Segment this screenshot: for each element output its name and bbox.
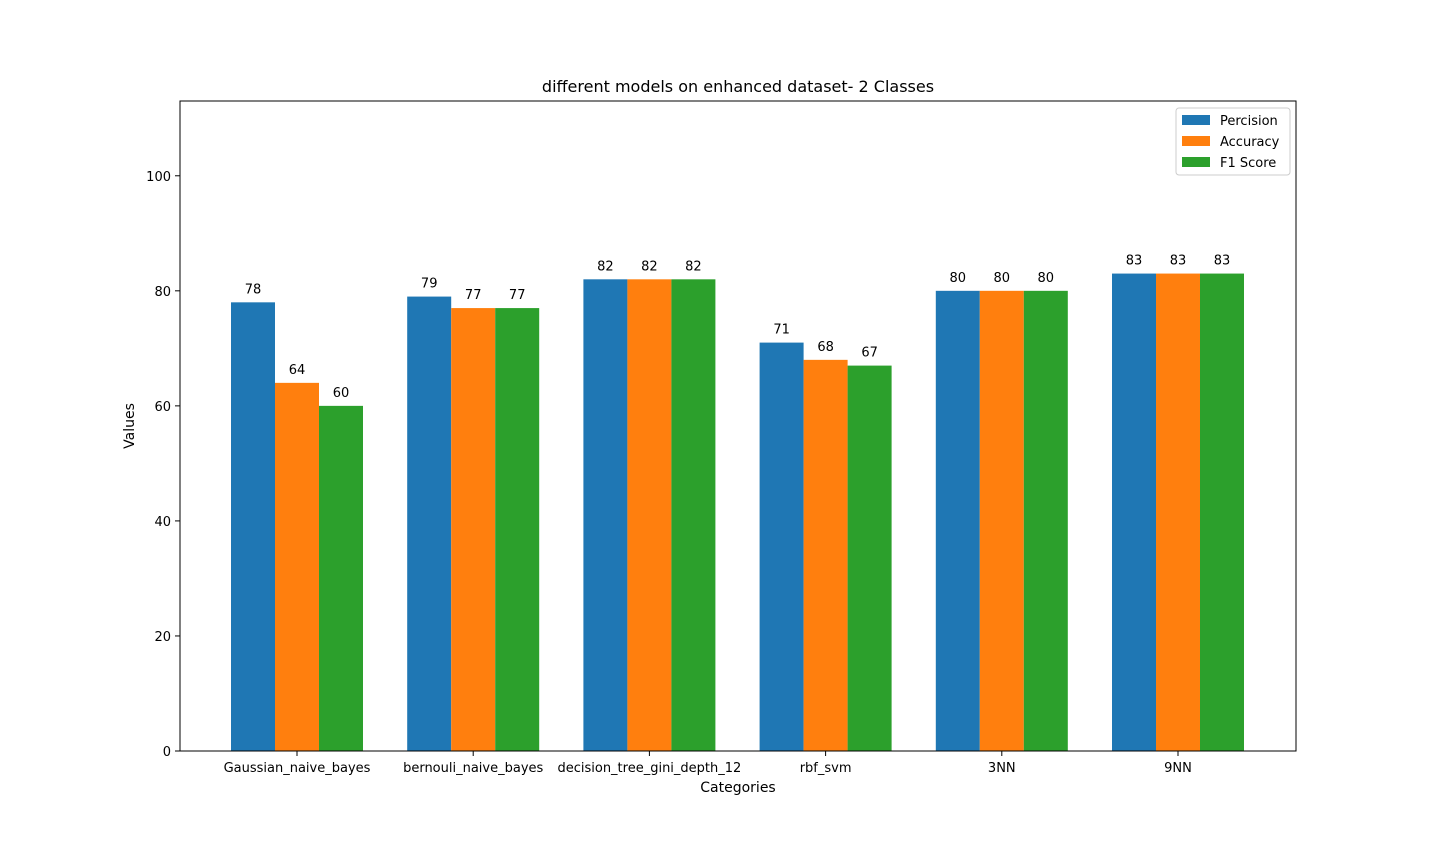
bar-accuracy-1 (451, 308, 496, 751)
data-label: 79 (421, 277, 438, 292)
x-tick-label: decision_tree_gini_depth_12 (557, 761, 741, 776)
bar-accuracy-0 (275, 382, 319, 751)
x-tick-label: bernouli_naive_bayes (403, 761, 543, 776)
data-label: 78 (245, 282, 262, 297)
data-label: 64 (289, 363, 306, 378)
bar-percision-1 (407, 296, 452, 751)
y-tick-label: 20 (154, 630, 171, 645)
x-axis: Gaussian_naive_bayes bernouli_naive_bayes… (224, 751, 1192, 776)
x-tick-label: 3NN (988, 761, 1016, 776)
data-label: 82 (685, 259, 702, 274)
data-label: 82 (641, 259, 658, 274)
x-tick-label: rbf_svm (800, 761, 852, 776)
data-label: 77 (509, 288, 526, 303)
y-tick-label: 80 (154, 285, 171, 300)
data-label: 80 (950, 271, 967, 286)
bar-percision-5 (1112, 273, 1156, 751)
legend-swatch (1182, 157, 1210, 167)
bar-accuracy-4 (979, 290, 1024, 751)
y-tick-label: 0 (163, 745, 171, 760)
data-label: 80 (994, 271, 1011, 286)
legend-label: Percision (1220, 114, 1278, 129)
legend: Percision Accuracy F1 Score (1175, 107, 1291, 176)
bar-f1-score-4 (1023, 290, 1068, 751)
bar-f1-score-5 (1200, 273, 1244, 751)
data-label: 60 (333, 386, 350, 401)
data-label: 83 (1170, 254, 1187, 269)
bar-f1-score-0 (319, 405, 363, 751)
data-label: 68 (817, 340, 834, 355)
legend-swatch (1182, 115, 1210, 125)
data-label: 83 (1126, 254, 1143, 269)
bar-percision-2 (583, 279, 628, 751)
bar-accuracy-3 (803, 359, 848, 751)
y-axis: 0 20 40 60 80 100 (146, 170, 180, 760)
data-label: 67 (861, 346, 878, 361)
data-label: 83 (1214, 254, 1231, 269)
data-label: 80 (1038, 271, 1055, 286)
bar-percision-3 (759, 342, 804, 751)
bar-accuracy-5 (1156, 273, 1200, 751)
data-label: 71 (773, 323, 790, 338)
x-axis-title: Categories (700, 780, 775, 796)
y-tick-label: 60 (154, 400, 171, 415)
y-axis-title: Values (122, 403, 138, 449)
y-tick-label: 100 (146, 170, 171, 185)
bar-f1-score-3 (847, 365, 892, 751)
data-label: 77 (465, 288, 482, 303)
bar-f1-score-1 (495, 308, 540, 751)
data-label: 82 (597, 259, 614, 274)
x-tick-label: Gaussian_naive_bayes (224, 761, 371, 776)
plot-frame (179, 100, 1297, 752)
bars-layer (231, 273, 1244, 751)
x-tick-label: 9NN (1164, 761, 1192, 776)
legend-label: Accuracy (1220, 135, 1280, 150)
data-labels-layer: 78 64 60 79 77 77 82 82 82 71 68 67 80 80 80 83 83 83 (245, 254, 1231, 401)
chart-title: different models on enhanced dataset- 2 … (542, 77, 934, 96)
bar-accuracy-2 (627, 279, 672, 751)
bar-percision-0 (231, 302, 275, 751)
legend-swatch (1182, 136, 1210, 146)
bar-percision-4 (935, 290, 980, 751)
y-tick-label: 40 (154, 515, 171, 530)
bar-f1-score-2 (671, 279, 716, 751)
legend-label: F1 Score (1220, 156, 1276, 171)
